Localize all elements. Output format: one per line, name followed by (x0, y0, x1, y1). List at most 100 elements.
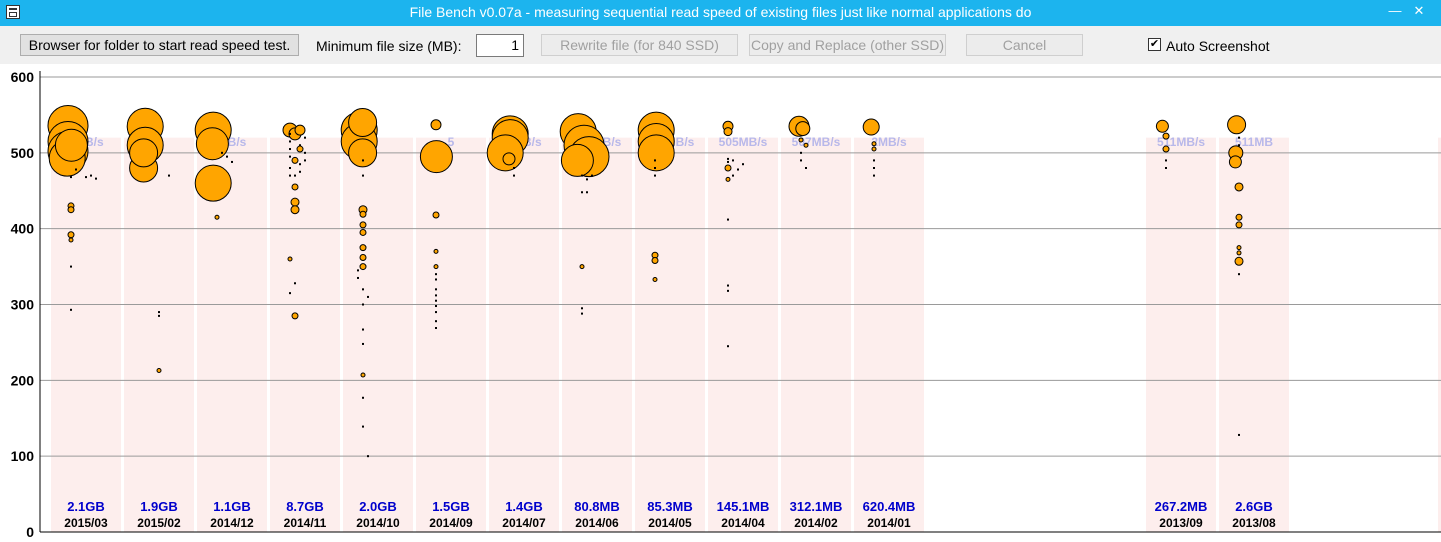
data-dot (654, 159, 656, 162)
data-point (1235, 213, 1243, 221)
data-dot (357, 276, 359, 279)
speed-label: 511MB/s (1157, 135, 1205, 149)
cancel-button[interactable]: Cancel (966, 34, 1083, 56)
data-bubble (129, 138, 159, 168)
month-label: 2014/07 (502, 516, 546, 530)
data-dot (289, 174, 291, 177)
data-dot (1238, 136, 1240, 139)
data-point (1236, 245, 1242, 251)
data-dot (727, 289, 729, 292)
month-label: 2013/08 (1232, 516, 1276, 530)
close-button[interactable]: ✕ (1413, 3, 1425, 18)
month-label: 2014/05 (648, 516, 692, 530)
data-dot (221, 151, 223, 154)
data-bubble (54, 128, 88, 162)
data-dot (581, 307, 583, 310)
auto-screenshot-label: Auto Screenshot (1166, 38, 1270, 54)
data-dot (168, 174, 170, 177)
browse-folder-button[interactable]: Browser for folder to start read speed t… (20, 34, 299, 56)
month-band (124, 137, 194, 532)
y-tick-label: 600 (11, 69, 35, 85)
y-tick-label: 100 (11, 448, 35, 464)
data-dot (654, 174, 656, 177)
data-point (291, 312, 299, 320)
month-band (781, 137, 851, 532)
data-dot (727, 160, 729, 163)
data-dot (435, 294, 437, 297)
data-dot (226, 155, 228, 158)
data-point (1236, 250, 1242, 256)
data-bubble (1155, 119, 1169, 133)
month-size-label: 8.7GB (286, 499, 324, 514)
month-size-label: 312.1MB (790, 499, 843, 514)
data-dot (70, 308, 72, 311)
month-band (489, 137, 559, 532)
data-dot (654, 167, 656, 169)
data-dot (231, 160, 233, 163)
data-bubble (348, 138, 378, 168)
y-tick-label: 400 (11, 221, 35, 237)
data-point (433, 264, 439, 270)
month-size-label: 2.1GB (67, 499, 105, 514)
data-point (359, 253, 367, 261)
month-label: 2014/09 (429, 516, 473, 530)
data-dot (158, 311, 160, 314)
data-dot (357, 269, 359, 272)
data-dot (581, 191, 583, 194)
data-dot (289, 132, 291, 135)
data-dot (294, 282, 296, 285)
data-dot (367, 295, 369, 298)
copy-replace-button[interactable]: Copy and Replace (other SSD) (749, 34, 946, 56)
data-dot (294, 174, 296, 177)
data-bubble (1227, 115, 1247, 135)
data-dot (289, 292, 291, 295)
data-dot (1165, 167, 1167, 169)
rewrite-file-button[interactable]: Rewrite file (for 840 SSD) (541, 34, 738, 56)
data-point (359, 228, 367, 236)
data-bubble (1228, 155, 1242, 169)
data-dot (362, 396, 364, 399)
data-dot (513, 167, 515, 169)
month-label: 2014/04 (721, 516, 765, 530)
y-tick-label: 0 (26, 524, 34, 540)
data-point (871, 141, 877, 147)
read-speed-chart: 2MB/sMB/s59MB/s522MB/s508MB/s505MB/s507M… (0, 64, 1441, 542)
data-dot (299, 144, 301, 147)
data-dot (289, 148, 291, 151)
min-size-input[interactable]: 1 (476, 34, 524, 57)
data-dot (732, 159, 734, 162)
data-dot (435, 273, 437, 276)
data-dot (727, 345, 729, 348)
data-point (359, 210, 367, 218)
data-point (723, 127, 733, 137)
data-dot (1238, 433, 1240, 436)
app-icon[interactable] (6, 5, 20, 19)
data-point (67, 231, 75, 239)
minimize-button[interactable]: — (1388, 3, 1402, 18)
month-band (708, 137, 778, 532)
data-dot (742, 163, 744, 166)
window-title: File Bench v0.07a - measuring sequential… (409, 4, 1032, 20)
data-dot (435, 305, 437, 308)
month-band (1438, 137, 1441, 532)
data-bubble (486, 134, 524, 172)
data-point (290, 205, 300, 215)
data-point (1234, 182, 1244, 192)
data-dot (289, 155, 291, 158)
month-band (562, 137, 632, 532)
auto-screenshot-checkbox[interactable]: ✔ (1148, 38, 1161, 51)
speed-label: 511MB (1235, 135, 1273, 149)
y-tick-label: 200 (11, 372, 35, 388)
data-point (798, 137, 804, 143)
title-bar[interactable]: File Bench v0.07a - measuring sequential… (0, 0, 1441, 26)
data-dot (1238, 144, 1240, 147)
data-dot (299, 163, 301, 166)
month-label: 2014/01 (867, 516, 911, 530)
month-bands (51, 137, 1441, 532)
month-label: 2014/06 (575, 516, 619, 530)
data-dot (435, 320, 437, 323)
data-point (724, 164, 732, 172)
data-dot (362, 425, 364, 428)
data-dot (435, 288, 437, 291)
data-points (47, 105, 1247, 458)
